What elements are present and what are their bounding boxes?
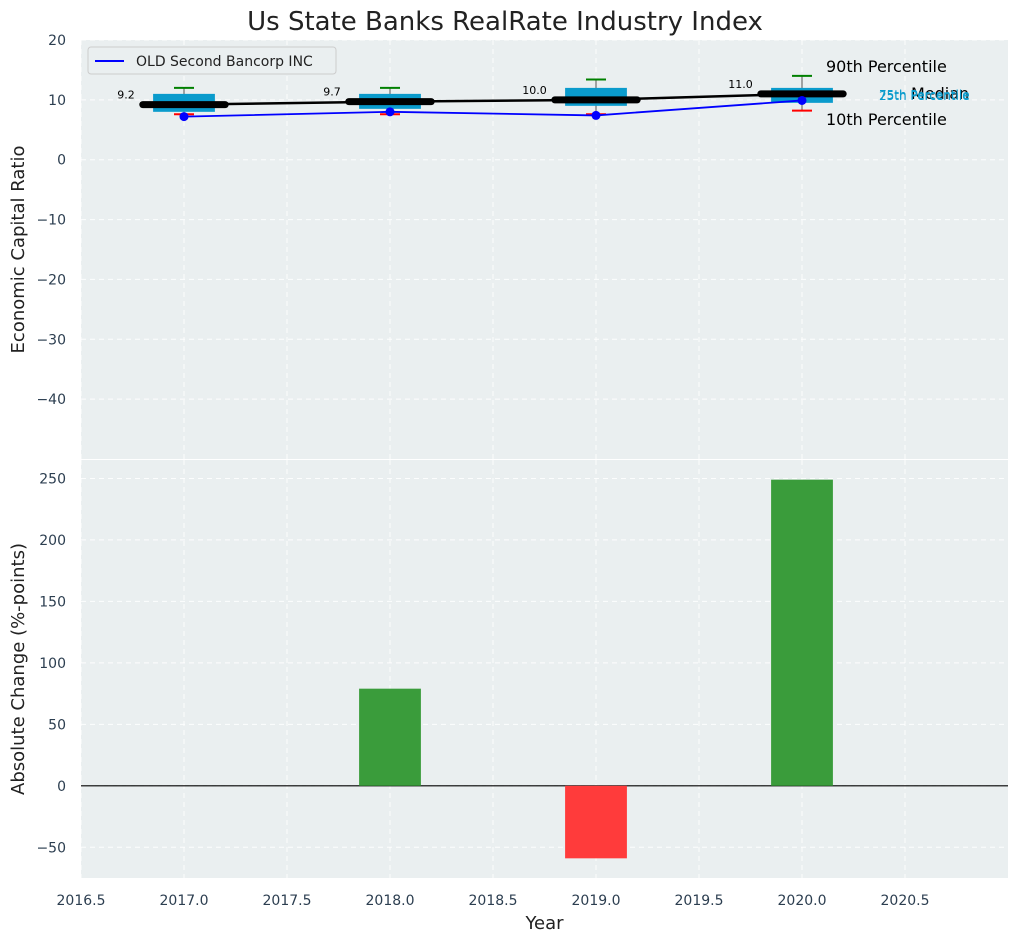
bottom-panel-bg xyxy=(81,460,1008,878)
change-bar-2018 xyxy=(359,688,421,786)
series-point xyxy=(385,107,395,117)
legend-box xyxy=(87,46,337,75)
median-value-label: 9.2 xyxy=(117,89,135,102)
x-tick-label: 2018.0 xyxy=(366,893,415,909)
bottom-y-tick-label: 250 xyxy=(39,471,66,487)
top-panel-bg xyxy=(81,40,1008,459)
top-y-tick-label: 10 xyxy=(48,93,66,109)
median-value-label: 9.7 xyxy=(323,86,341,99)
x-tick-label: 2016.5 xyxy=(57,893,106,909)
bottom-y-tick-label: 200 xyxy=(39,533,66,549)
x-axis-label: Year xyxy=(524,913,564,934)
chart-title: Us State Banks RealRate Industry Index xyxy=(247,7,763,37)
x-tick-label: 2017.5 xyxy=(263,893,312,909)
p10-annotation: 10th Percentile xyxy=(826,110,947,129)
series-line-old-second-bancorp xyxy=(183,99,803,118)
legend: OLD Second Bancorp INC xyxy=(87,46,337,75)
bottom-y-tick-label: 100 xyxy=(39,656,66,672)
x-tick-label: 2018.5 xyxy=(469,893,518,909)
top-y-tick-label: −20 xyxy=(36,272,66,288)
top-y-tick-label: 20 xyxy=(48,33,66,49)
median-value-label: 10.0 xyxy=(522,84,547,97)
change-bar-2019 xyxy=(565,785,627,859)
p25-annotation: 25th Percentile xyxy=(879,89,970,103)
bottom-y-axis-label: Absolute Change (%-points) xyxy=(8,543,29,795)
median-trend-line xyxy=(183,92,803,106)
legend-entry-label: OLD Second Bancorp INC xyxy=(136,54,313,70)
bottom-y-tick-label: 50 xyxy=(48,717,66,733)
x-tick-label: 2020.5 xyxy=(881,893,930,909)
bottom-y-tick-label: 150 xyxy=(39,594,66,610)
bottom-y-tick-label: −50 xyxy=(36,840,66,856)
median-annotation: Median xyxy=(911,84,969,103)
bottom-y-tick-label: 0 xyxy=(57,779,66,795)
median-value-label: 11.0 xyxy=(728,78,753,91)
top-y-tick-label: −10 xyxy=(36,213,66,229)
series-point xyxy=(591,110,601,120)
p90-annotation: 90th Percentile xyxy=(826,57,947,76)
top-y-tick-label: −30 xyxy=(36,332,66,348)
x-tick-label: 2019.0 xyxy=(572,893,621,909)
series-point xyxy=(797,95,807,105)
x-tick-label: 2017.0 xyxy=(160,893,209,909)
x-tick-label: 2020.0 xyxy=(778,893,827,909)
top-y-tick-label: −40 xyxy=(36,392,66,408)
top-y-axis-label: Economic Capital Ratio xyxy=(8,146,29,354)
change-bar-2020 xyxy=(771,479,833,786)
p75-annotation: 75th Percentile xyxy=(879,88,970,102)
top-y-tick-label: 0 xyxy=(57,153,66,169)
series-point xyxy=(179,112,189,122)
x-tick-label: 2019.5 xyxy=(675,893,724,909)
